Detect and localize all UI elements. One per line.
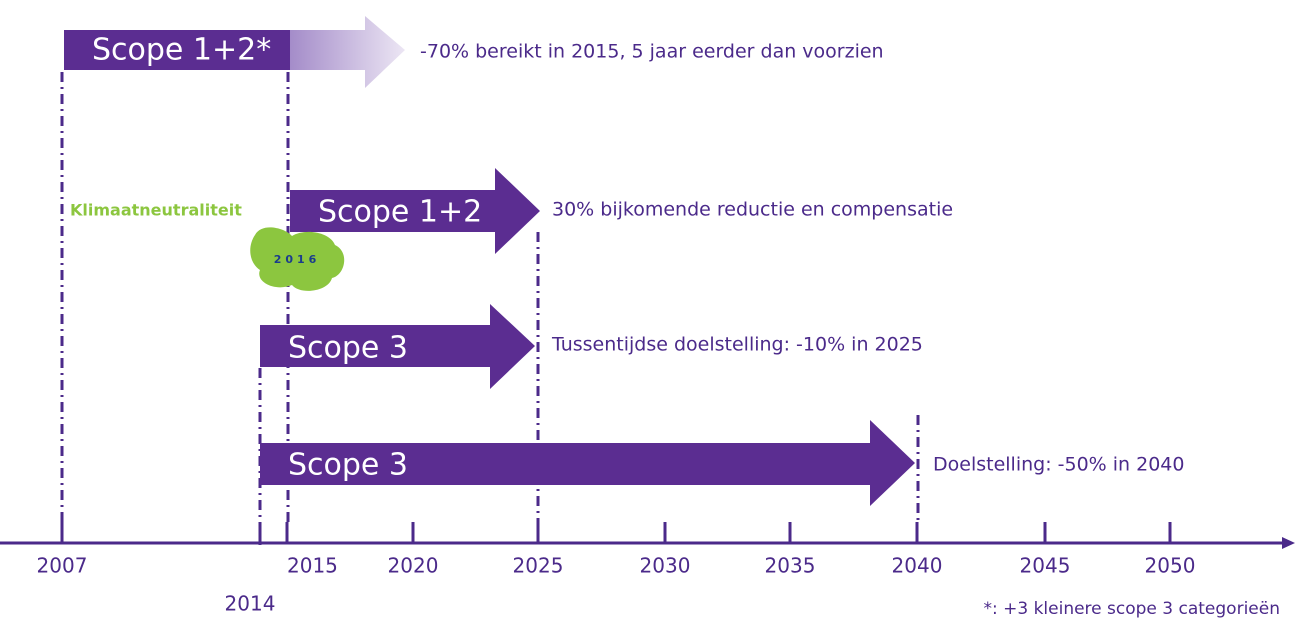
year-label: 2015 (287, 554, 338, 578)
year-label: 2020 (388, 554, 439, 578)
year-label: 2007 (37, 554, 88, 578)
arrow (290, 168, 540, 254)
arrow-label: Scope 3 (288, 331, 408, 366)
year-label: 2045 (1020, 554, 1071, 578)
arrow (260, 420, 915, 506)
arrow-description: Doelstelling: -50% in 2040 (933, 454, 1184, 476)
year-label: 2040 (892, 554, 943, 578)
arrow-description: -70% bereikt in 2015, 5 jaar eerder dan … (420, 41, 884, 63)
milestone-label: Klimaatneutraliteit (70, 201, 242, 220)
arrow-description: 30% bijkomende reductie en compensatie (552, 199, 953, 221)
milestone-year: 2016 (274, 253, 321, 266)
arrow (260, 304, 535, 389)
arrow-description: Tussentijdse doelstelling: -10% in 2025 (551, 334, 923, 356)
year-label: 2014 (225, 592, 276, 616)
arrow-label: Scope 1+2 (318, 195, 482, 230)
arrow-label: Scope 3 (288, 448, 408, 483)
year-label: 2035 (765, 554, 816, 578)
milestone-cloud (250, 227, 345, 291)
fading-arrow (290, 16, 405, 88)
year-labels: 2007 2014 2015 2020 2025 2030 2035 2040 2045 2050 (37, 522, 1196, 616)
arrow-label: Scope 1+2* (92, 33, 271, 68)
year-label: 2030 (640, 554, 691, 578)
footnote: *: +3 kleinere scope 3 categorieën (983, 599, 1280, 619)
axis-arrowhead (1282, 537, 1295, 549)
year-label: 2050 (1145, 554, 1196, 578)
year-label: 2025 (513, 554, 564, 578)
arrow-bar (64, 30, 290, 70)
